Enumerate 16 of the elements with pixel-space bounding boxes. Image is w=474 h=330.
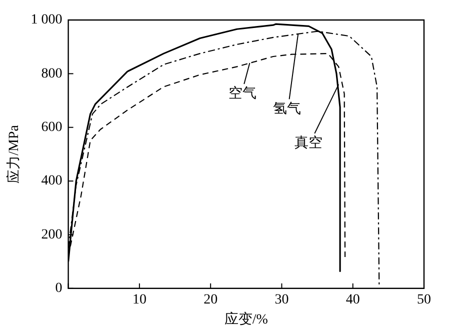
x-tick-label: 20 xyxy=(204,292,218,308)
y-tick-label: 800 xyxy=(41,66,62,82)
x-tick-label: 50 xyxy=(417,292,431,308)
y-tick-label: 200 xyxy=(41,227,62,242)
x-tick-label: 10 xyxy=(132,292,146,308)
y-tick-label: 400 xyxy=(41,174,62,189)
x-tick-label: 40 xyxy=(346,292,360,308)
y-tick-label: 1 000 xyxy=(30,12,62,28)
y-tick-label: 0 xyxy=(55,281,62,296)
annotation: 空气 xyxy=(228,86,257,102)
x-tick-label: 30 xyxy=(274,292,289,308)
y-axis-title: 应力/MPa xyxy=(6,124,22,184)
y-tick-label: 600 xyxy=(41,120,62,136)
annotation: 氢气 xyxy=(273,100,302,117)
x-axis-title: 应变/% xyxy=(224,311,268,328)
annotation: 真空 xyxy=(294,135,323,152)
